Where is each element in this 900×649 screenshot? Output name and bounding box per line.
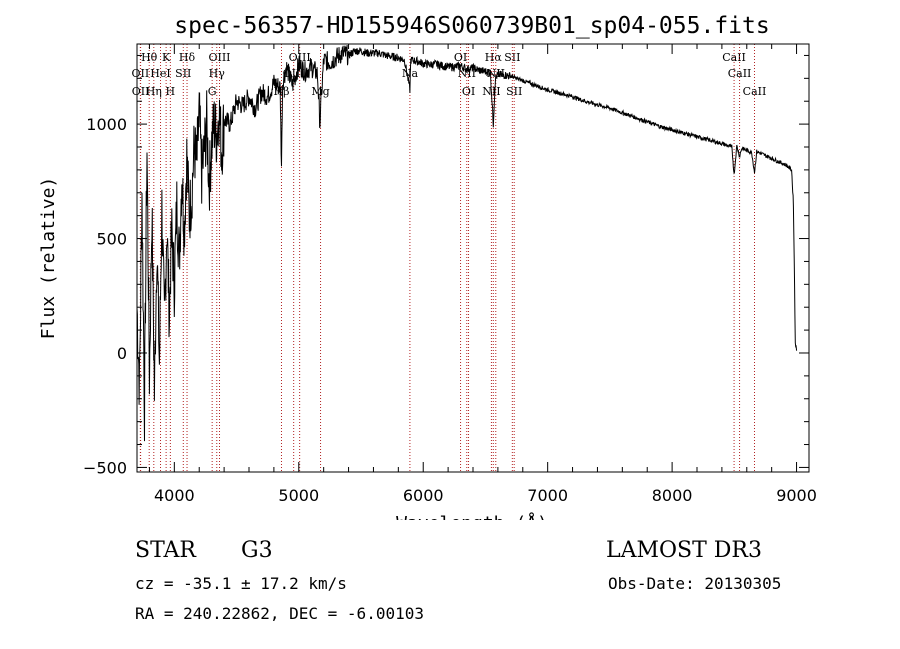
line-label-10: Hγ <box>209 67 226 80</box>
y-tick-label: −500 <box>83 458 127 477</box>
line-label-15: Mg <box>311 85 329 98</box>
line-label-14: Hβ <box>274 85 290 98</box>
object-class: STAR <box>135 538 196 563</box>
x-tick-label: 6000 <box>403 486 444 505</box>
line-label-2: OII <box>132 85 150 98</box>
line-label-7: SII <box>175 67 191 80</box>
line-label-17: OI <box>454 51 467 64</box>
line-label-18: NII <box>458 67 476 80</box>
line-label-21: SII <box>504 51 520 64</box>
line-label-5: Hη <box>146 85 162 98</box>
line-label-8: H <box>166 85 176 98</box>
x-tick-label: 4000 <box>154 486 195 505</box>
line-label-12: OIII <box>289 51 311 64</box>
spectrum-chart: spec-56357-HD155946S060739B01_sp04-055.f… <box>38 13 817 520</box>
x-tick-label: 7000 <box>527 486 568 505</box>
coordinates: RA = 240.22862, DEC = -6.00103 <box>135 604 424 623</box>
line-label-26: CaII <box>728 67 752 80</box>
line-label-0: Hθ <box>141 51 158 64</box>
line-label-24: SII <box>506 85 522 98</box>
y-tick-label: 500 <box>96 230 127 249</box>
line-label-25: CaII <box>722 51 746 64</box>
y-tick-label: 0 <box>117 344 127 363</box>
line-label-9: OIII <box>208 51 230 64</box>
redshift-cz: cz = -35.1 ± 17.2 km/s <box>135 574 347 593</box>
x-axis-ticks: 4000 5000 6000 7000 8000 9000 <box>148 44 817 505</box>
x-tick-label: 5000 <box>278 486 319 505</box>
line-label-4: HeI <box>150 67 170 80</box>
spectrum-series <box>136 44 798 442</box>
line-label-3: K <box>162 51 171 64</box>
y-tick-label: 1000 <box>86 115 127 134</box>
line-label-27: CaII <box>743 85 767 98</box>
chart-title: spec-56357-HD155946S060739B01_sp04-055.f… <box>174 13 769 39</box>
line-label-11: G <box>208 85 217 98</box>
x-tick-label: 9000 <box>776 486 817 505</box>
line-label-19: OI <box>462 85 475 98</box>
y-axis-ticks: −500 0 500 1000 <box>83 54 809 477</box>
survey-name: LAMOST DR3 <box>606 538 762 563</box>
line-label-20: Hα <box>485 51 503 64</box>
spectral-subclass: G3 <box>241 538 273 563</box>
observation-date: Obs-Date: 20130305 <box>608 574 782 593</box>
x-tick-label: 8000 <box>652 486 693 505</box>
line-label-1: OII <box>132 67 150 80</box>
x-axis-label: Wavelength (Å) <box>396 512 548 520</box>
y-axis-label: Flux (relative) <box>38 177 59 340</box>
line-label-6: Hδ <box>179 51 196 64</box>
spectrum-line <box>136 44 798 442</box>
